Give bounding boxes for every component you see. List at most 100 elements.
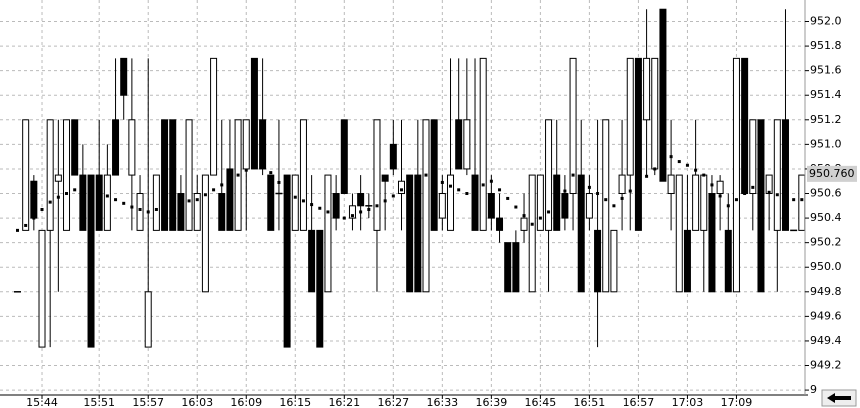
candle-body (136, 193, 144, 231)
ma-dot (522, 214, 526, 218)
candle-body (569, 57, 577, 195)
candle-body (643, 57, 651, 121)
ma-dot (383, 199, 387, 203)
candle-body (512, 242, 520, 293)
ma-dot (236, 173, 240, 177)
candle-body (455, 119, 463, 170)
candle-body (406, 174, 414, 293)
candle-body (79, 174, 87, 231)
candle-body (87, 174, 95, 348)
y-tick-label: 950.2 (810, 236, 842, 249)
candle-body (496, 217, 504, 231)
candle-body (798, 174, 806, 231)
candle-body (299, 119, 307, 231)
ma-dot (244, 168, 248, 172)
ma-dot (179, 201, 183, 205)
ma-dot (473, 188, 477, 192)
x-tick-label: 16:15 (279, 396, 311, 408)
ma-dot (449, 184, 453, 188)
x-tick-label: 16:09 (230, 396, 262, 408)
y-tick-label: 949.2 (810, 359, 842, 372)
ma-dot (612, 204, 616, 208)
x-tick-label: 17:09 (721, 396, 753, 408)
ma-dot (73, 188, 77, 192)
candle-body (447, 174, 455, 231)
ma-dot (800, 198, 804, 202)
y-tick-label: 951.6 (810, 64, 842, 77)
candle-body (226, 168, 234, 231)
candle-body (422, 119, 430, 293)
ma-dot (775, 193, 779, 197)
y-tick-label: 951.2 (810, 113, 842, 126)
ma-dot (375, 204, 379, 208)
ma-dot (334, 214, 338, 218)
ma-dot (694, 168, 698, 172)
ma-dot (424, 173, 428, 177)
candle-body (659, 8, 667, 182)
ma-dot (465, 192, 469, 196)
ma-dot (563, 189, 567, 193)
candle-body (30, 180, 38, 219)
y-tick-label: 950.6 (810, 187, 842, 200)
ma-dot (81, 185, 85, 189)
candle-body (308, 229, 316, 293)
ma-dot (587, 185, 591, 189)
ma-dot (40, 207, 44, 211)
candle-body (708, 193, 716, 293)
candle-body (250, 57, 258, 170)
ma-dot (653, 167, 657, 171)
ma-dot (759, 188, 763, 192)
candle-body (218, 193, 226, 231)
x-tick-label: 16:33 (426, 396, 458, 408)
ma-dot (514, 205, 518, 209)
ma-dot (571, 173, 575, 177)
y-tick-label: 949.4 (810, 334, 842, 347)
ma-dot (56, 195, 60, 199)
y-tick-label: 951.4 (810, 88, 842, 101)
y-tick-label: 950.0 (810, 260, 842, 273)
left-arrow[interactable] (827, 393, 851, 403)
ma-dot (734, 198, 738, 202)
ma-dot (195, 198, 199, 202)
ma-dot (767, 190, 771, 194)
ma-dot (743, 192, 747, 196)
candle-body (267, 174, 275, 231)
candle-body (316, 229, 324, 348)
y-tick-label: 952.0 (810, 15, 842, 28)
ma-dot (579, 179, 583, 183)
ma-dot (130, 205, 134, 209)
x-tick-label: 16:51 (574, 396, 606, 408)
candle-body (210, 57, 218, 176)
ma-dot (187, 199, 191, 203)
last-price-box (807, 165, 857, 182)
y-tick-label: 949.6 (810, 309, 842, 322)
candle-body (577, 174, 585, 293)
candle-body (610, 229, 618, 293)
ma-dot (89, 187, 93, 191)
scroll-button[interactable] (821, 389, 857, 407)
ma-dot (530, 222, 534, 226)
ma-dot (481, 183, 485, 187)
candle-body (357, 193, 365, 207)
ma-dot (114, 198, 118, 202)
y-tick-label: 949.8 (810, 285, 842, 298)
ma-dot (97, 189, 101, 193)
candle-body (71, 119, 79, 176)
candle-body (103, 174, 111, 231)
ma-dot (399, 188, 403, 192)
ma-dot (440, 180, 444, 184)
ma-dot (277, 180, 281, 184)
candle-body (291, 174, 299, 231)
candle-body (128, 119, 136, 176)
ma-dot (293, 195, 297, 199)
candle-body (471, 174, 479, 231)
ma-dot (252, 164, 256, 168)
ma-dot (710, 183, 714, 187)
ma-dot (506, 196, 510, 200)
candle-body (324, 174, 332, 293)
ma-dot (310, 203, 314, 207)
candle-body (749, 119, 757, 195)
y-tick-label: 951.0 (810, 137, 842, 150)
candle-body (700, 174, 708, 231)
ma-dot (596, 192, 600, 196)
